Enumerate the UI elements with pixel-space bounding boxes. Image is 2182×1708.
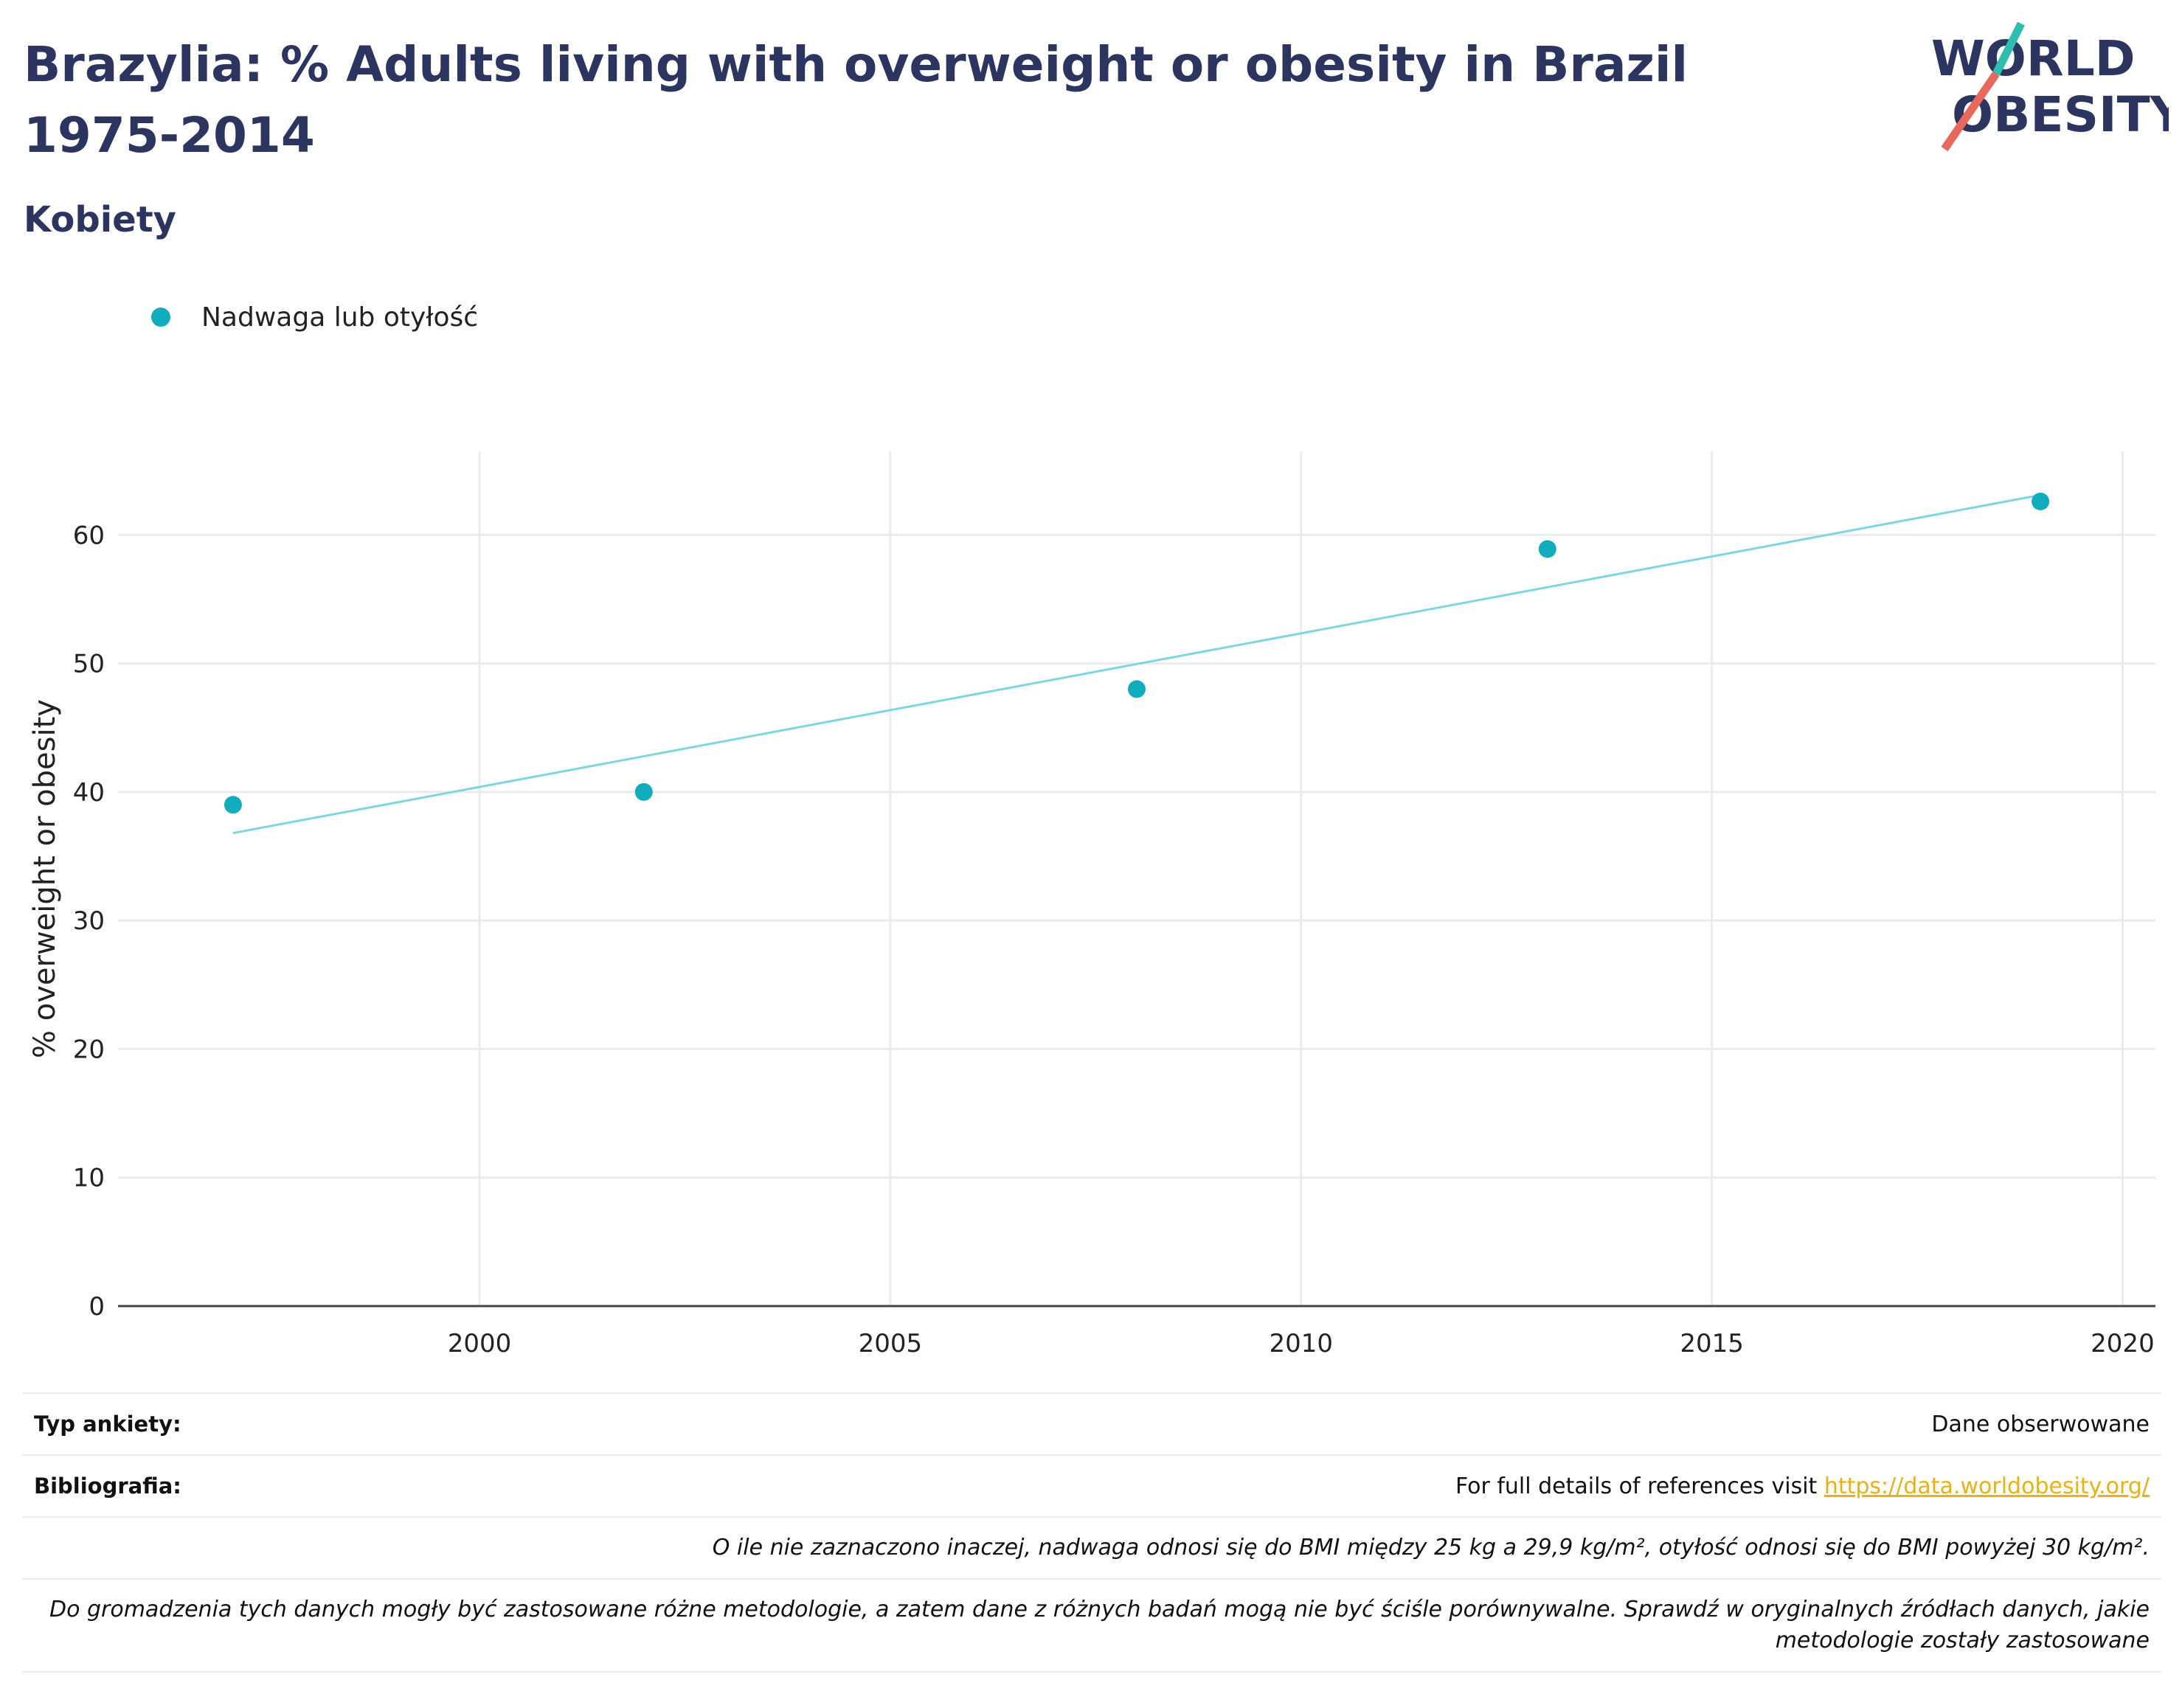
y-tick-label: 50 — [73, 650, 105, 679]
methodology-note: Do gromadzenia tych danych mogły być zas… — [49, 1597, 2150, 1653]
y-tick-label: 30 — [73, 906, 105, 936]
y-tick-label: 0 — [89, 1292, 105, 1322]
survey-type-label: Typ ankiety: — [34, 1412, 181, 1437]
definition-note: O ile nie zaznaczono inaczej, nadwaga od… — [712, 1535, 2150, 1561]
logo-line1: WORLD — [1931, 30, 2136, 87]
x-tick-label: 2010 — [1269, 1329, 1333, 1358]
y-axis-title: % overweight or obesity — [28, 699, 62, 1058]
logo-slash-teal — [1992, 22, 2025, 76]
bibliography-text: For full details of references visit — [1455, 1473, 1824, 1499]
data-point — [1538, 540, 1556, 558]
methodology-note-row: Do gromadzenia tych danych mogły być zas… — [22, 1578, 2161, 1673]
x-tick-label: 2000 — [448, 1329, 512, 1358]
y-tick-label: 60 — [73, 521, 105, 550]
world-obesity-logo: WORLD OBESITY — [1931, 22, 2169, 152]
legend-label: Nadwaga lub otyłość — [201, 302, 479, 333]
bibliography-link[interactable]: https://data.worldobesity.org/ — [1823, 1473, 2150, 1499]
bibliography-value: For full details of references visit htt… — [1455, 1473, 2150, 1499]
chart-title: Brazylia: % Adults living with overweigh… — [24, 36, 1689, 164]
x-tick-label: 2005 — [859, 1329, 923, 1358]
logo-line2: OBESITY — [1952, 86, 2169, 143]
survey-type-value: Dane obserwowane — [1931, 1411, 2150, 1437]
definition-note-row: O ile nie zaznaczono inaczej, nadwaga od… — [22, 1516, 2161, 1578]
legend[interactable]: Nadwaga lub otyłość — [151, 295, 478, 339]
data-point — [634, 782, 653, 801]
data-point — [1128, 680, 1146, 698]
legend-marker — [151, 308, 170, 327]
data-point — [224, 796, 242, 814]
bibliography-label: Bibliografia: — [34, 1473, 181, 1499]
survey-type-row: Typ ankiety: Dane obserwowane — [22, 1392, 2161, 1454]
y-tick-label: 20 — [73, 1035, 105, 1064]
data-point — [2032, 492, 2050, 510]
trend-line — [232, 493, 2041, 835]
scatter-chart: 0 10 20 30 40 50 60 2000 2005 2010 2015 2020 % overw… — [28, 451, 2155, 1358]
x-tick-label: 2015 — [1680, 1329, 1744, 1358]
bibliography-row: Bibliografia: For full details of refere… — [22, 1454, 2161, 1516]
info-table: Typ ankiety: Dane obserwowane Bibliograf… — [22, 1392, 2161, 1673]
y-tick-label: 40 — [73, 778, 105, 808]
logo-slash-red — [1941, 71, 2000, 152]
y-tick-label: 10 — [73, 1164, 105, 1193]
x-tick-label: 2020 — [2091, 1329, 2155, 1358]
chart-subtitle: Kobiety — [24, 199, 176, 240]
